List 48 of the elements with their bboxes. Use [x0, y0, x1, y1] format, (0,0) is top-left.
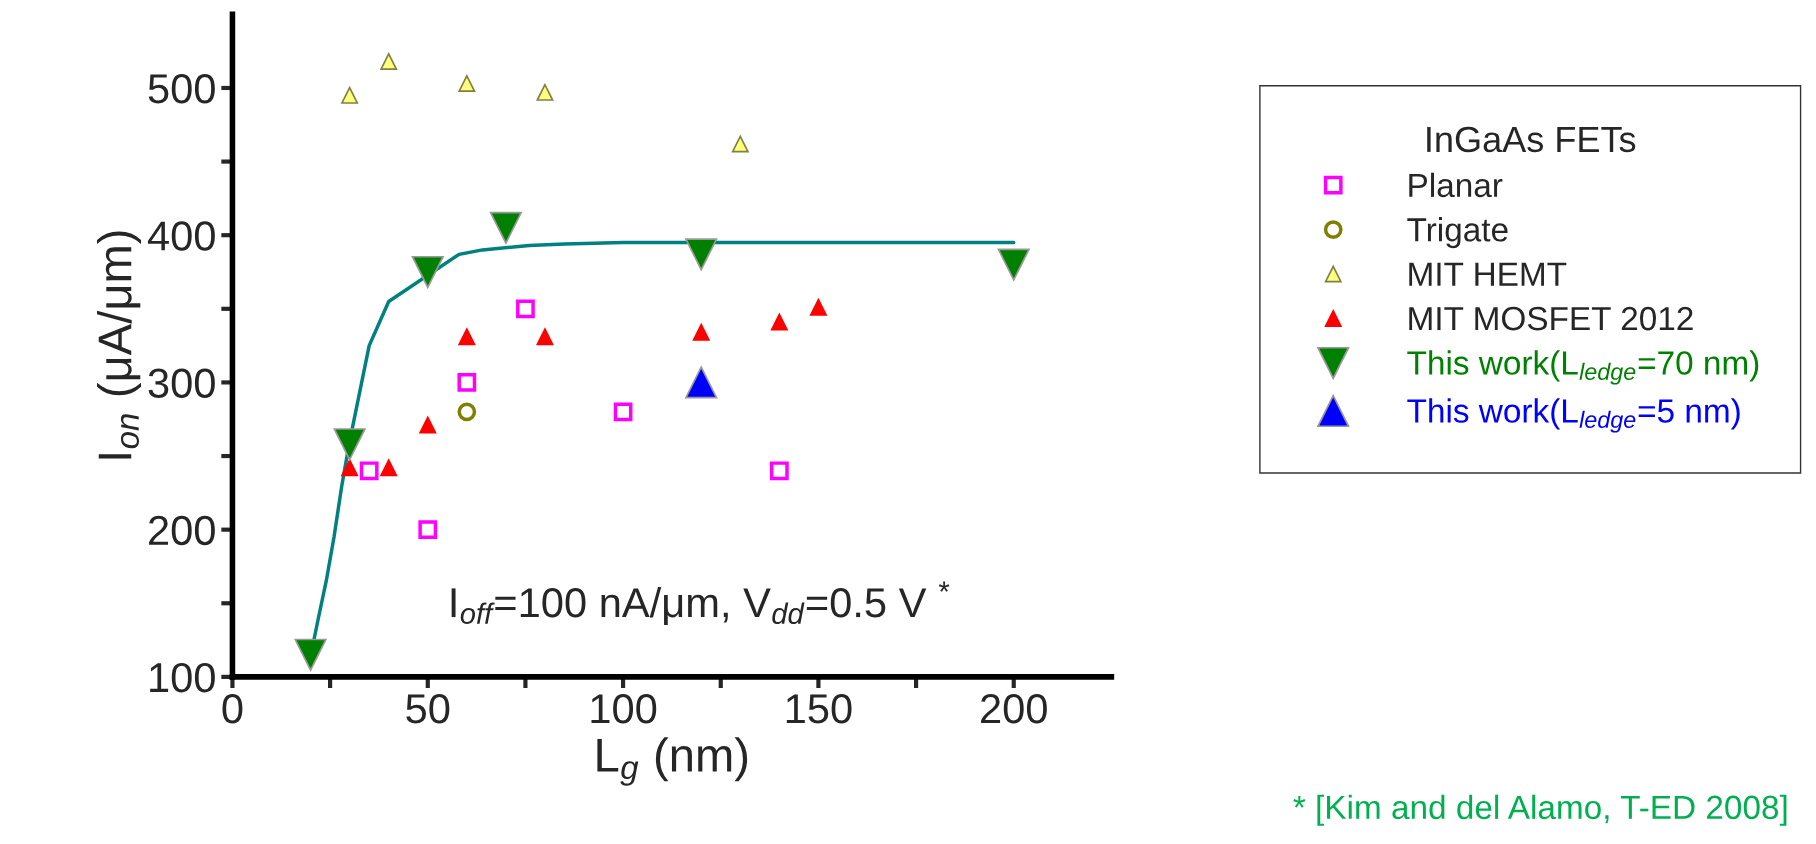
- point: [613, 402, 633, 422]
- x-tick-label: 200: [981, 693, 1047, 724]
- point: [997, 248, 1030, 281]
- x-axis-title: L$_{g}$ (nm): [597, 737, 748, 786]
- x-tick-label: 100: [591, 693, 657, 724]
- point: [809, 298, 827, 316]
- point: [692, 323, 710, 341]
- point: [536, 83, 554, 101]
- point: [685, 366, 718, 399]
- point: [458, 328, 476, 346]
- y-tick-label: 100: [150, 662, 215, 693]
- point: [333, 428, 366, 461]
- point: [457, 402, 477, 422]
- point: [731, 135, 749, 153]
- y-axis-title: I$_{on}$ (μA/μm): [97, 231, 142, 459]
- point: [359, 461, 379, 481]
- x-tick-label: 0: [222, 693, 243, 724]
- legend-label: This work(L$_{ledge}$=5 nm): [1407, 398, 1740, 433]
- point: [341, 459, 359, 477]
- point: [380, 459, 398, 477]
- y-tick-label: 400: [147, 221, 215, 251]
- legend-label: This work(L$_{ledge}$=70 nm): [1407, 350, 1759, 385]
- point: [458, 75, 476, 93]
- point: [770, 313, 788, 331]
- legend-label: Planar: [1409, 172, 1503, 198]
- legend-label: MIT MOSFET 2012: [1409, 306, 1693, 331]
- point: [418, 520, 438, 540]
- point: [536, 328, 554, 346]
- point: [411, 255, 444, 289]
- x-tick-label: 50: [406, 693, 450, 724]
- point: [341, 86, 359, 104]
- legend-label: MIT HEMT: [1409, 262, 1567, 286]
- point: [294, 638, 327, 671]
- annotation: I$_{off}$=100 nA/μm, V$_{dd}$=0.5 V $^{*}$: [451, 581, 950, 626]
- y-tick-label: 200: [149, 515, 215, 546]
- legend-label: Trigate: [1407, 217, 1508, 249]
- point: [516, 299, 535, 319]
- x-tick-label: 150: [786, 693, 852, 724]
- point: [769, 461, 789, 481]
- point: [457, 373, 477, 392]
- point: [489, 211, 523, 244]
- text: * [Kim and del Alamo, T-ED 2008]: [1293, 794, 1787, 826]
- point: [685, 238, 718, 271]
- point: [419, 416, 437, 434]
- legend-title: InGaAs FETs: [1427, 126, 1636, 153]
- point: [380, 52, 398, 70]
- y-tick-label: 300: [148, 368, 215, 398]
- y-tick-label: 500: [148, 73, 215, 104]
